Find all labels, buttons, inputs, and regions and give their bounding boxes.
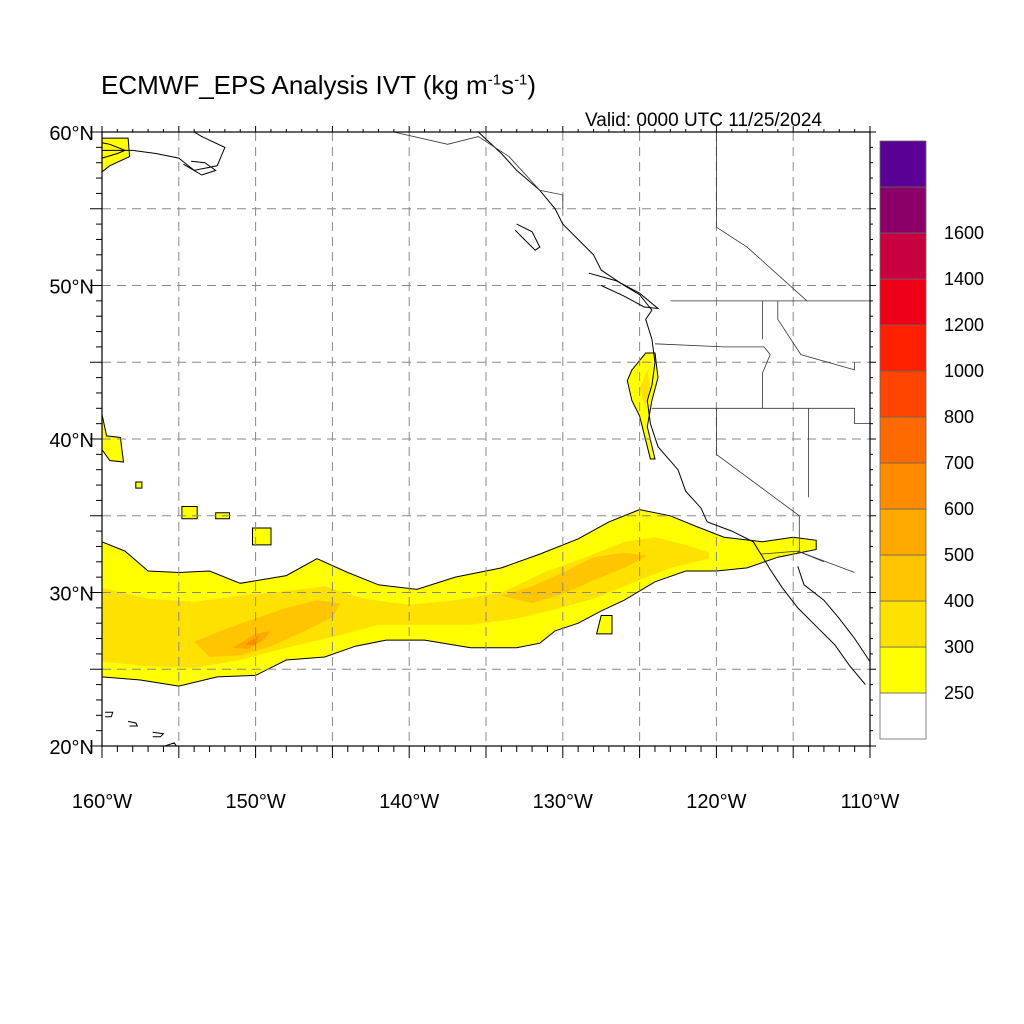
coastline-north-america-coast bbox=[477, 132, 866, 685]
border-baja-sonora bbox=[797, 550, 825, 563]
lon-label: 140°W bbox=[379, 791, 439, 813]
ivt-region-blob-small-b bbox=[181, 506, 198, 520]
coastline-hawaii-kauai bbox=[105, 711, 114, 718]
colorbar-label: 250 bbox=[944, 683, 974, 703]
ivt-region-band-level-400-east bbox=[501, 552, 648, 604]
colorbar: 250 300 400 500 600 700 800 1000 1200 1400 1600 bbox=[879, 140, 984, 740]
coastline-hawaii-oahu bbox=[127, 720, 139, 727]
coastline-hawaii-big-island bbox=[164, 742, 178, 746]
coastline-gulf-of-california-east bbox=[797, 566, 870, 662]
colorbar-label: 1400 bbox=[944, 269, 984, 289]
ivt-region-blob-small-d bbox=[252, 527, 272, 546]
colorbar-label: 800 bbox=[944, 407, 974, 427]
lat-label: 50°N bbox=[49, 277, 94, 299]
coastline-layer bbox=[102, 132, 870, 746]
lat-label: 30°N bbox=[49, 584, 94, 606]
colorbar-label: 400 bbox=[944, 591, 974, 611]
border-california-nevada bbox=[716, 408, 800, 517]
coastline-kodiak-island bbox=[183, 160, 217, 176]
colorbar-label: 600 bbox=[944, 499, 974, 519]
colorbar-swatch bbox=[879, 600, 927, 648]
colorbar-swatch bbox=[879, 232, 927, 280]
lon-label: 110°W bbox=[841, 791, 900, 813]
border-arizona-border bbox=[796, 515, 800, 555]
axis-ticks bbox=[90, 126, 876, 758]
lat-label: 40°N bbox=[49, 430, 94, 452]
ivt-region-blob-small-a bbox=[135, 481, 143, 489]
colorbar-swatch bbox=[879, 462, 927, 510]
lon-label: 160°W bbox=[72, 791, 132, 813]
colorbar-swatch bbox=[879, 416, 927, 464]
coastline-haida-gwaii bbox=[514, 223, 541, 251]
colorbar-swatch bbox=[879, 324, 927, 372]
colorbar-label: 500 bbox=[944, 545, 974, 565]
border-idaho-oregon bbox=[762, 346, 771, 409]
lon-label: 130°W bbox=[533, 791, 593, 813]
colorbar-swatch bbox=[879, 646, 927, 694]
map-title: ECMWF_EPS Analysis IVT (kg m-1s-1) bbox=[101, 70, 537, 100]
lat-label: 20°N bbox=[49, 737, 94, 759]
ivt-region-blob-oregon-coast bbox=[626, 352, 659, 460]
border-washington-oregon bbox=[654, 343, 764, 348]
coastline-hawaii-maui bbox=[152, 731, 165, 738]
border-utah-idaho bbox=[808, 407, 870, 425]
colorbar-swatch bbox=[879, 370, 927, 418]
lat-label: 60°N bbox=[49, 123, 94, 145]
lon-label: 120°W bbox=[686, 791, 746, 813]
latitude-labels: 60°N 50°N 40°N 30°N 20°N bbox=[49, 123, 94, 759]
ivt-shading-layer bbox=[102, 137, 817, 687]
ivt-region-blob-small-e bbox=[595, 615, 613, 635]
ivt-region-band-level-400-west bbox=[194, 600, 341, 657]
valid-time-label: Valid: 0000 UTC 11/25/2024 bbox=[585, 110, 822, 131]
longitude-labels: 160°W 150°W 140°W 130°W 120°W 110°W bbox=[72, 791, 900, 813]
coastline-alaska-southwest bbox=[102, 142, 127, 159]
colorbar-swatch bbox=[879, 278, 927, 326]
border-canada-us-bc-yukon bbox=[716, 132, 808, 302]
colorbar-label: 1000 bbox=[944, 361, 984, 381]
colorbar-swatch bbox=[879, 140, 927, 188]
coastline-vancouver-island bbox=[588, 272, 660, 310]
colorbar-swatch bbox=[879, 692, 927, 740]
colorbar-swatch bbox=[879, 554, 927, 602]
colorbar-label: 1600 bbox=[944, 223, 984, 243]
ivt-region-blob-aleutian bbox=[102, 137, 131, 173]
ivt-region-blob-west-40n bbox=[102, 414, 125, 463]
colorbar-swatch bbox=[879, 508, 927, 556]
lon-label: 150°W bbox=[225, 791, 285, 813]
border-idaho-montana bbox=[777, 300, 855, 371]
border-canada-us-alaska bbox=[393, 132, 564, 209]
colorbar-label: 700 bbox=[944, 453, 974, 473]
colorbar-label: 1200 bbox=[944, 315, 984, 335]
political-borders-layer bbox=[393, 132, 870, 573]
colorbar-label: 300 bbox=[944, 637, 974, 657]
colorbar-swatch bbox=[879, 186, 927, 234]
